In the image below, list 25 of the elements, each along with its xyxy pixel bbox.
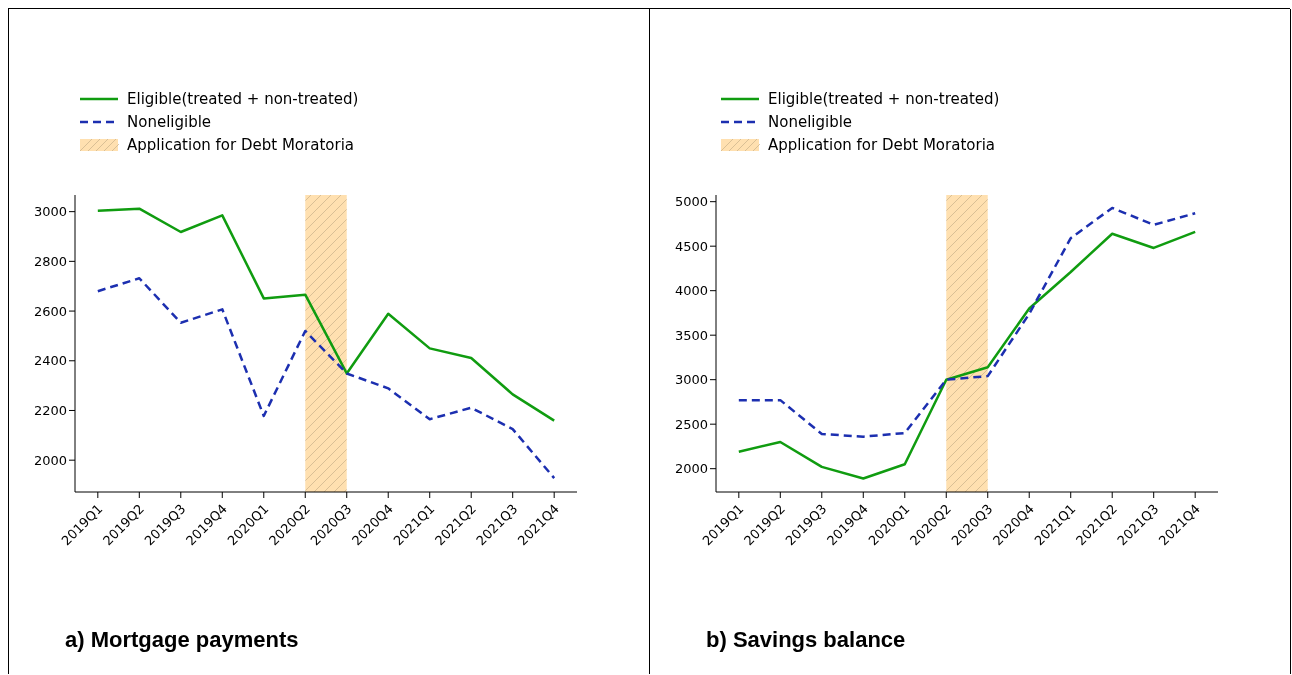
y-tick-label: 2400 <box>33 353 67 369</box>
band-label: Application for Debt Moratoria <box>768 135 995 154</box>
y-tick-label: 2600 <box>33 303 67 319</box>
y-tick-label: 3500 <box>674 327 708 343</box>
text: a) Mortgage payments <box>65 627 299 653</box>
line-series <box>737 230 1197 480</box>
line-series <box>96 207 556 422</box>
y-tick-label: 3000 <box>33 204 67 220</box>
line-series <box>96 277 556 480</box>
legend-label: Eligible(treated + non-treated) <box>768 89 1000 108</box>
legend-label: Noneligible <box>127 112 212 131</box>
y-tick-label: 2500 <box>674 416 708 432</box>
y-tick-label: 2000 <box>33 452 67 468</box>
line-series <box>737 206 1197 438</box>
band-label: Application for Debt Moratoria <box>127 135 354 154</box>
text: b) Savings balance <box>706 627 906 653</box>
y-tick-label: 2800 <box>33 253 67 269</box>
legend-label: Noneligible <box>768 112 853 131</box>
y-tick-label: 4500 <box>674 238 708 254</box>
y-tick-label: 3000 <box>674 372 708 388</box>
legend-label: Eligible(treated + non-treated) <box>127 89 359 108</box>
y-tick-label: 2200 <box>33 403 67 419</box>
y-tick-label: 5000 <box>674 194 708 210</box>
y-tick-label: 2000 <box>674 461 708 477</box>
y-tick-label: 4000 <box>674 283 708 299</box>
